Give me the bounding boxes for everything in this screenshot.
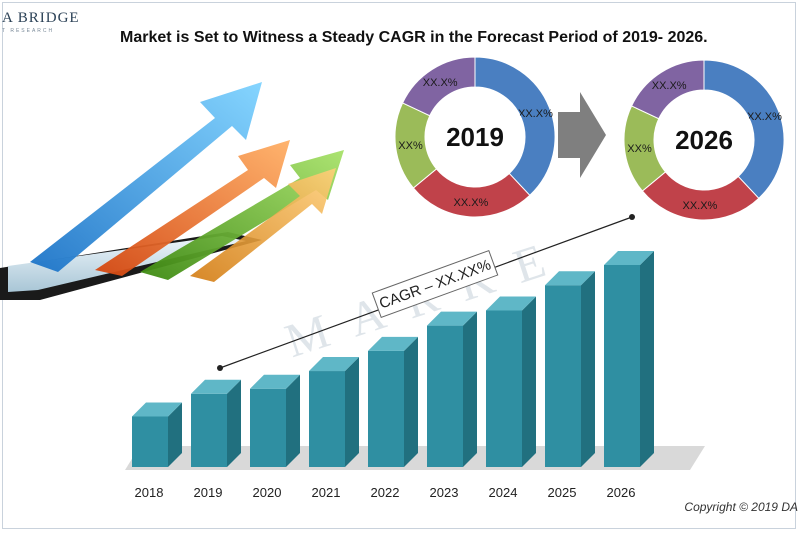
blue-arrow	[30, 82, 262, 272]
bar-side	[286, 374, 300, 467]
logo-text: A BRIDGE	[2, 10, 80, 26]
bar-side	[168, 402, 182, 467]
bar	[250, 374, 300, 467]
x-axis-ticks: 2018 2019 2020 2021 2022 2023 2024 2025 2026	[135, 485, 636, 500]
tablet-illustration	[0, 82, 344, 300]
logo-subtext: T RESEARCH	[2, 28, 55, 34]
slice-label: XX.X%	[747, 111, 782, 123]
right-arrow-icon	[558, 92, 606, 178]
bar-top	[250, 374, 300, 389]
donut-2019: XX.X% XX.X% XX% XX.X% 2019	[394, 56, 556, 218]
bar-top	[486, 296, 536, 311]
bar-side	[581, 271, 595, 467]
bar	[427, 311, 477, 467]
slice-label: XX.X%	[652, 80, 687, 92]
cagr-label-box	[371, 249, 499, 319]
bar	[309, 357, 359, 467]
bar-side	[463, 311, 477, 467]
cagr-line-end	[629, 214, 635, 220]
x-tick-label: 2025	[548, 485, 577, 500]
bar-side	[522, 296, 536, 467]
bar-series	[132, 251, 654, 467]
bar	[368, 336, 418, 467]
x-tick-label: 2026	[607, 485, 636, 500]
bar-front	[191, 393, 227, 467]
donut-hole	[425, 87, 525, 187]
bar-front	[427, 325, 463, 467]
bar-front	[368, 350, 404, 467]
x-tick-label: 2020	[253, 485, 282, 500]
bar-side	[404, 336, 418, 467]
slice-label: XX.X%	[682, 200, 717, 212]
bar-side	[227, 379, 241, 467]
slice-label: XX.X%	[518, 108, 553, 120]
bar-top	[545, 271, 595, 286]
bar-front	[309, 371, 345, 467]
bar	[191, 379, 241, 467]
x-tick-label: 2018	[135, 485, 164, 500]
x-tick-label: 2022	[371, 485, 400, 500]
bar-top	[191, 379, 241, 394]
bar-top	[427, 311, 477, 326]
slice-label: XX%	[627, 143, 652, 155]
bar	[545, 271, 595, 467]
x-tick-label: 2021	[312, 485, 341, 500]
x-tick-label: 2019	[194, 485, 223, 500]
cagr-line-start	[217, 365, 223, 371]
slice-label: XX%	[398, 140, 423, 152]
x-tick-label: 2024	[489, 485, 518, 500]
donut-2026: XX.X% XX.X% XX% XX.X% 2026	[623, 59, 785, 221]
bar-top	[132, 402, 182, 417]
copyright-text: Copyright © 2019 DA	[684, 500, 798, 514]
slice-label: XX.X%	[423, 77, 458, 89]
bar-top	[309, 357, 359, 372]
bar-front	[486, 310, 522, 467]
donut-center-label: 2026	[675, 125, 733, 155]
chart-title: Market is Set to Witness a Steady CAGR i…	[120, 29, 708, 46]
orange-arrow	[95, 140, 290, 276]
bar-front	[132, 416, 168, 467]
bar-top	[368, 336, 418, 351]
slice-label: XX.X%	[453, 197, 488, 209]
x-tick-label: 2023	[430, 485, 459, 500]
bar	[604, 251, 654, 467]
bar-side	[345, 357, 359, 467]
bar-front	[604, 265, 640, 467]
bar-side	[640, 251, 654, 467]
bar-top	[604, 251, 654, 265]
bar	[132, 402, 182, 467]
donut-center-label: 2019	[446, 122, 504, 152]
donut-hole	[654, 90, 754, 190]
bar-front	[545, 285, 581, 467]
bar-front	[250, 388, 286, 467]
brand-logo: A BRIDGE T RESEARCH	[2, 10, 80, 34]
amber-arrow	[190, 168, 336, 282]
bar	[486, 296, 536, 467]
